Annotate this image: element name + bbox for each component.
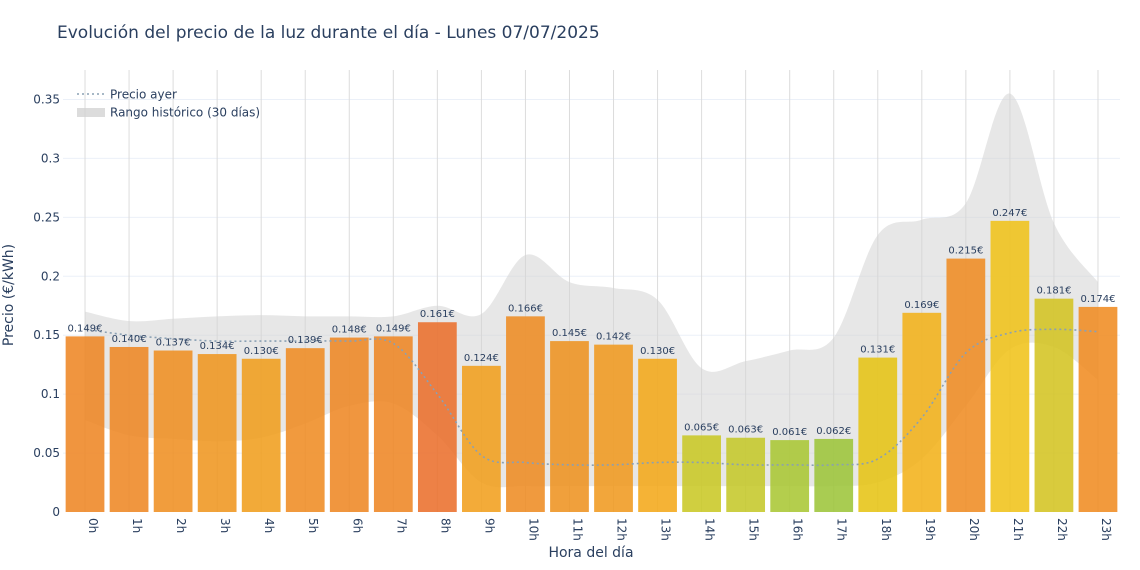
bar-8h — [417, 322, 457, 512]
x-tick-4h: 4h — [262, 518, 276, 533]
bar-10h — [506, 316, 545, 512]
y-tick-label: 0.3 — [41, 151, 60, 165]
legend: Precio ayer Rango histórico (30 días) — [77, 88, 260, 120]
bar-14h — [682, 435, 721, 512]
bars — [65, 220, 1118, 513]
bar-4h — [241, 358, 281, 512]
x-tick-9h: 9h — [482, 518, 496, 533]
bar-1h — [109, 346, 149, 512]
bar-label-7h: 0.149€ — [376, 323, 411, 334]
bar-label-17h: 0.062€ — [816, 426, 851, 437]
bar-labels: 0.149€ 0.140€ 0.137€ 0.134€ 0.130€ 0.139€ 0.14… — [68, 208, 1116, 438]
x-axis-title: Hora del día — [548, 545, 633, 561]
chart-title: Evolución del precio de la luz durante e… — [57, 23, 600, 43]
bar-11h — [550, 341, 589, 512]
bar-22h — [1034, 298, 1074, 512]
bar-label-10h: 0.166€ — [508, 303, 543, 314]
bar-label-23h: 0.174€ — [1080, 294, 1115, 305]
x-tick-16h: 16h — [791, 518, 805, 541]
x-tick-19h: 19h — [923, 518, 937, 541]
x-tick-10h: 10h — [526, 518, 540, 541]
y-tick-label: 0.35 — [33, 92, 60, 106]
bar-label-5h: 0.139€ — [288, 335, 323, 346]
bar-3h — [197, 354, 237, 512]
x-tick-12h: 12h — [615, 518, 629, 541]
x-tick-21h: 21h — [1011, 518, 1025, 541]
x-tick-7h: 7h — [394, 518, 408, 533]
yesterday-price-line — [84, 328, 1099, 467]
x-tick-5h: 5h — [306, 518, 320, 533]
x-tick-2h: 2h — [174, 518, 188, 533]
bar-5h — [285, 348, 325, 512]
bar-label-11h: 0.145€ — [552, 328, 587, 339]
yesterday-price-path — [84, 328, 1099, 467]
bar-label-3h: 0.134€ — [200, 341, 235, 352]
bar-18h — [858, 357, 898, 512]
y-tick-label: 0.25 — [33, 210, 60, 224]
bar-label-22h: 0.181€ — [1036, 286, 1071, 297]
bar-12h — [594, 344, 633, 512]
bar-16h — [770, 440, 810, 512]
x-tick-15h: 15h — [747, 518, 761, 541]
y-axis-title: Precio (€/kWh) — [1, 244, 17, 346]
bar-15h — [726, 437, 766, 512]
bar-label-6h: 0.148€ — [332, 325, 367, 336]
y-tick-label: 0.2 — [41, 269, 60, 283]
bar-label-1h: 0.140€ — [112, 334, 147, 345]
bar-label-15h: 0.063€ — [728, 425, 763, 436]
x-tick-22h: 22h — [1055, 518, 1069, 541]
x-tick-6h: 6h — [350, 518, 364, 533]
bar-label-21h: 0.247€ — [992, 208, 1027, 219]
bar-13h — [638, 358, 677, 512]
y-tick-label: 0.05 — [33, 446, 60, 460]
bar-23h — [1078, 306, 1118, 512]
bar-label-20h: 0.215€ — [948, 246, 983, 257]
bar-label-8h: 0.161€ — [420, 309, 455, 320]
bar-label-4h: 0.130€ — [244, 346, 279, 357]
bar-7h — [373, 336, 413, 512]
x-tick-8h: 8h — [438, 518, 452, 533]
bar-9h — [462, 365, 501, 512]
legend-label-yesterday: Precio ayer — [110, 88, 177, 102]
bar-19h — [902, 312, 942, 512]
x-tick-23h: 23h — [1099, 518, 1113, 541]
x-tick-1h: 1h — [130, 518, 144, 533]
bar-6h — [329, 337, 369, 512]
bar-2h — [153, 350, 193, 512]
bar-label-0h: 0.149€ — [68, 323, 103, 334]
bar-label-9h: 0.124€ — [464, 353, 499, 364]
legend-band-swatch — [77, 108, 105, 117]
x-tick-13h: 13h — [659, 518, 673, 541]
x-axis-ticks: 0h 1h 2h 3h 4h 5h 6h 7h 8h 9h 10h 11h 12h 13h 14h 15h 16… — [86, 518, 1113, 541]
x-tick-0h: 0h — [86, 518, 100, 533]
historical-range-band — [85, 93, 1098, 488]
x-tick-18h: 18h — [879, 518, 893, 541]
bar-label-2h: 0.137€ — [156, 338, 191, 349]
bar-label-18h: 0.131€ — [860, 345, 895, 356]
bar-label-19h: 0.169€ — [904, 300, 939, 311]
y-tick-label: 0.15 — [33, 328, 60, 342]
y-tick-label: 0.1 — [41, 387, 60, 401]
y-axis-ticks: 0 0.05 0.1 0.15 0.2 0.25 0.3 0.35 — [33, 92, 60, 519]
bar-label-16h: 0.061€ — [772, 427, 807, 438]
bar-17h — [814, 438, 854, 512]
x-tick-3h: 3h — [218, 518, 232, 533]
bar-label-13h: 0.130€ — [640, 346, 675, 357]
x-tick-14h: 14h — [703, 518, 717, 541]
bar-label-12h: 0.142€ — [596, 332, 631, 343]
bar-20h — [946, 258, 986, 512]
bar-label-14h: 0.065€ — [684, 422, 719, 433]
x-tick-20h: 20h — [967, 518, 981, 541]
bar-21h — [990, 220, 1030, 513]
x-tick-11h: 11h — [570, 518, 584, 541]
legend-label-range: Rango histórico (30 días) — [110, 106, 260, 120]
historical-range-area — [85, 93, 1098, 488]
x-tick-17h: 17h — [835, 518, 849, 541]
bar-0h — [65, 336, 105, 512]
y-tick-label: 0 — [52, 505, 60, 519]
